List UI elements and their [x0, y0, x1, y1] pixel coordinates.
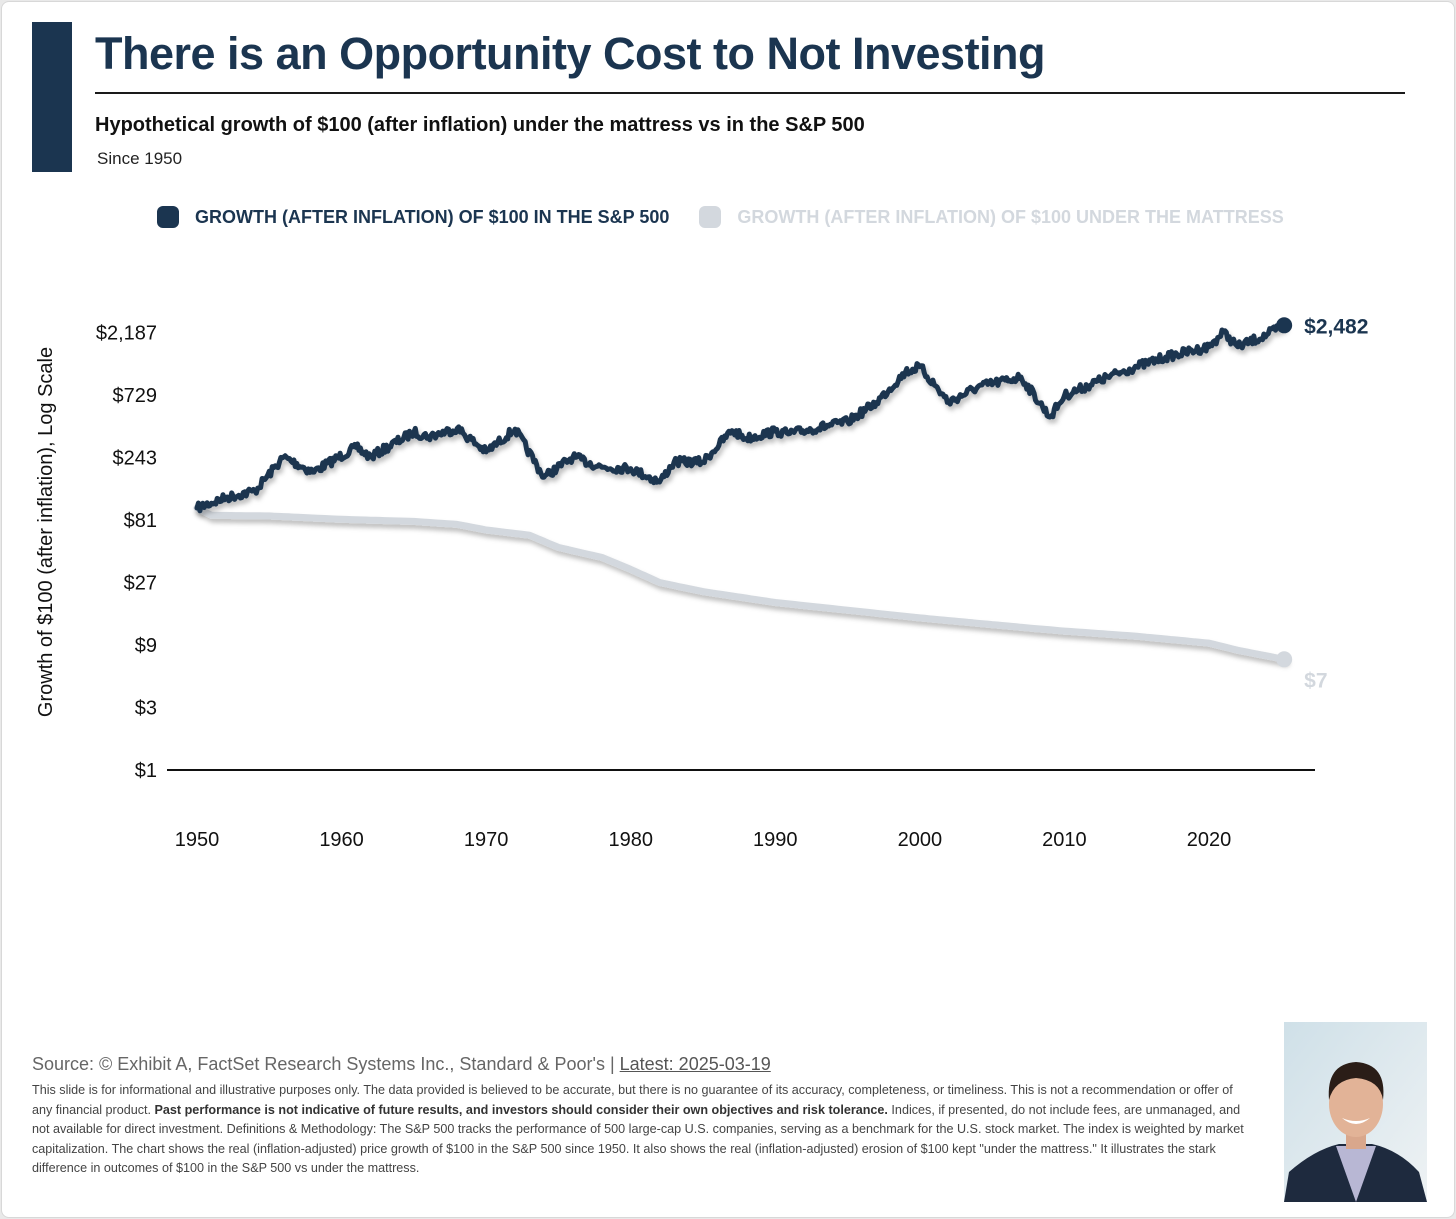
accent-bar: [32, 22, 72, 172]
since-label: Since 1950: [97, 149, 183, 168]
page-title: There is an Opportunity Cost to Not Inve…: [95, 28, 1046, 79]
y-tick-label: $729: [113, 385, 158, 407]
y-tick-label: $9: [135, 635, 157, 657]
y-tick-label: $81: [124, 510, 157, 532]
legend-label-mattress: GROWTH (AFTER INFLATION) OF $100 UNDER T…: [737, 206, 1284, 227]
line-chart: Growth of $100 (after inflation), Log Sc…: [35, 315, 1368, 851]
y-tick-label: $27: [124, 573, 157, 595]
y-tick-label: $243: [113, 448, 158, 470]
legend-item-mattress: GROWTH (AFTER INFLATION) OF $100 UNDER T…: [699, 206, 1284, 228]
sp500-end-label: $2,482: [1304, 315, 1368, 338]
y-tick-label: $3: [135, 698, 157, 720]
chart-subtitle: Hypothetical growth of $100 (after infla…: [95, 114, 865, 136]
legend-label-sp500: GROWTH (AFTER INFLATION) OF $100 IN THE …: [195, 206, 670, 227]
disclaimer: This slide is for informational and illu…: [32, 1081, 1247, 1179]
disclaimer-text-2: Indices, if presented, do not include fe…: [32, 1102, 1244, 1176]
x-tick-label: 1960: [319, 829, 364, 851]
disclaimer-bold: Past performance is not indicative of fu…: [154, 1102, 888, 1117]
source-line: Source: © Exhibit A, FactSet Research Sy…: [32, 1054, 771, 1075]
disclaimer-text-1: This slide is for informational and illu…: [32, 1083, 1233, 1117]
x-tick-label: 1950: [175, 829, 220, 851]
y-tick-label: $1: [135, 760, 157, 782]
chart-legend: GROWTH (AFTER INFLATION) OF $100 IN THE …: [157, 206, 1314, 228]
x-tick-label: 2020: [1187, 829, 1232, 851]
y-tick-label: $2,187: [96, 323, 157, 345]
x-tick-label: 1990: [753, 829, 798, 851]
legend-item-sp500: GROWTH (AFTER INFLATION) OF $100 IN THE …: [157, 206, 669, 228]
mattress-series-line: [193, 504, 1288, 663]
title-divider: [95, 92, 1405, 94]
advisor-photo: [1284, 1022, 1427, 1202]
legend-swatch-sp500: [157, 206, 179, 228]
sp500-series-line: [194, 321, 1287, 514]
x-tick-label: 1970: [464, 829, 509, 851]
x-tick-label: 2000: [898, 829, 943, 851]
x-tick-label: 2010: [1042, 829, 1087, 851]
sp500-end-point: [1276, 317, 1293, 334]
x-tick-label: 1980: [608, 829, 653, 851]
y-axis-label: Growth of $100 (after inflation), Log Sc…: [35, 347, 57, 717]
source-text: Source: © Exhibit A, FactSet Research Sy…: [32, 1054, 620, 1074]
latest-date-link[interactable]: Latest: 2025-03-19: [619, 1054, 771, 1074]
legend-swatch-mattress: [699, 206, 722, 228]
mattress-end-point: [1276, 651, 1293, 668]
mattress-end-label: $7: [1304, 669, 1327, 692]
